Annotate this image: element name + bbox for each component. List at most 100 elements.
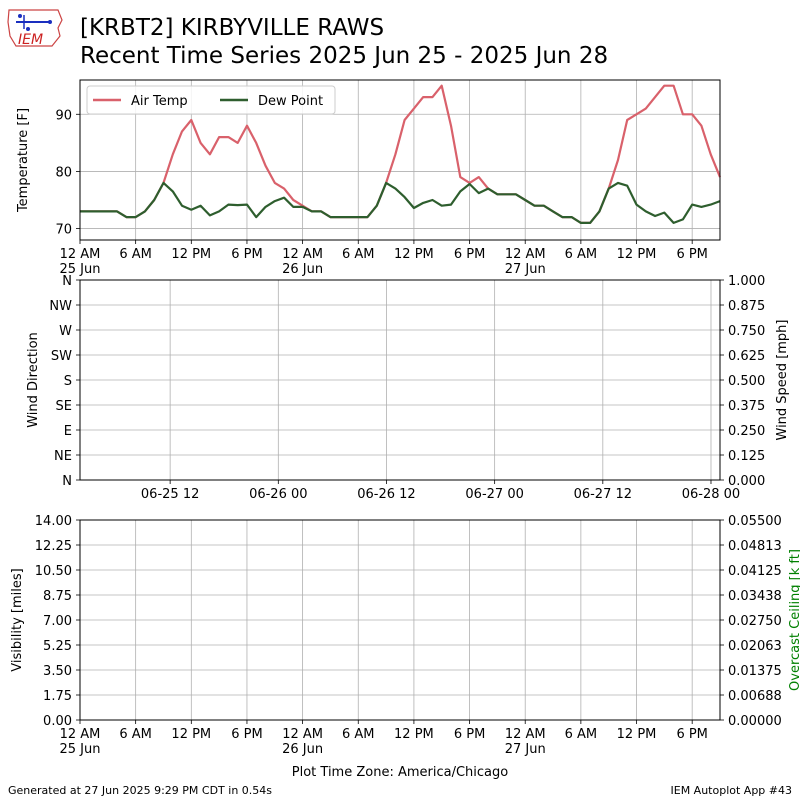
- temp-xtick-label: 12 AM: [282, 247, 323, 262]
- ceiling-ytick-label: 0.00688: [728, 689, 782, 704]
- temp-xtick-label: 12 PM: [617, 247, 657, 262]
- wind-dir-ytick-label: NE: [54, 449, 72, 464]
- temp-ylabel: Temperature [F]: [16, 108, 31, 213]
- wind-speed-ytick-label: 0.875: [728, 299, 765, 314]
- ceiling-ytick-label: 0.00000: [728, 714, 782, 729]
- legend-dew-point-label: Dew Point: [258, 94, 323, 109]
- vis-ytick-label: 7.00: [43, 614, 72, 629]
- wind-xtick-label: 06-27 00: [465, 487, 523, 502]
- legend-air-temp-label: Air Temp: [131, 94, 188, 109]
- wind-speed-ytick-label: 0.750: [728, 324, 765, 339]
- ceiling-ytick-label: 0.01375: [728, 664, 782, 679]
- ceiling-ytick-label: 0.02063: [728, 639, 782, 654]
- vis-xtick-label: 12 AM: [282, 727, 323, 742]
- temp-ytick-label: 90: [55, 108, 72, 123]
- temp-xtick-label: 12 AM: [60, 247, 101, 262]
- wind-dir-ytick-label: SW: [51, 349, 72, 364]
- vis-xtick-sublabel: 25 Jun: [60, 742, 101, 757]
- generated-note: Generated at 27 Jun 2025 9:29 PM CDT in …: [8, 784, 273, 797]
- plot-frame: [79, 79, 721, 241]
- ceiling-ytick-label: 0.05500: [728, 514, 782, 529]
- wind-dir-ytick-label: S: [64, 374, 72, 389]
- wind-dir-ytick-label: NW: [49, 299, 72, 314]
- temp-xtick-label: 12 PM: [171, 247, 211, 262]
- temp-xtick-label: 12 PM: [394, 247, 434, 262]
- x-axis-title: Plot Time Zone: America/Chicago: [292, 765, 508, 780]
- vis-xtick-label: 6 PM: [454, 727, 485, 742]
- vis-ytick-label: 10.50: [35, 564, 72, 579]
- temp-xtick-label: 12 AM: [505, 247, 546, 262]
- ceiling-ytick-label: 0.04125: [728, 564, 782, 579]
- wind-speed-ylabel: Wind Speed [mph]: [775, 320, 790, 441]
- temp-xtick-label: 6 AM: [565, 247, 598, 262]
- chart-legend: Air Temp Dew Point: [86, 85, 336, 115]
- vis-ytick-label: 8.75: [43, 589, 72, 604]
- wind-xtick-label: 06-26 12: [357, 487, 415, 502]
- temp-xtick-label: 6 PM: [676, 247, 707, 262]
- wind-speed-ytick-label: 0.250: [728, 424, 765, 439]
- air-temp-line: [80, 84, 722, 224]
- legend-box: [86, 85, 336, 115]
- iem-logo: IEM: [6, 6, 66, 54]
- vis-xtick-label: 12 AM: [505, 727, 546, 742]
- vis-xtick-label: 6 PM: [676, 727, 707, 742]
- chart-subtitle: Recent Time Series 2025 Jun 25 - 2025 Ju…: [80, 43, 609, 69]
- ceiling-ytick-label: 0.02750: [728, 614, 782, 629]
- temp-ytick-label: 70: [55, 223, 72, 238]
- vis-xtick-label: 6 PM: [231, 727, 262, 742]
- vis-xtick-label: 6 AM: [119, 727, 152, 742]
- vis-ytick-label: 1.75: [43, 689, 72, 704]
- vis-xtick-label: 6 AM: [565, 727, 598, 742]
- vis-xtick-sublabel: 26 Jun: [282, 742, 323, 757]
- vis-xtick-label: 12 PM: [171, 727, 211, 742]
- wind-dir-ytick-label: SE: [56, 399, 72, 414]
- temp-xtick-sublabel: 26 Jun: [282, 262, 323, 277]
- vis-xtick-label: 12 PM: [394, 727, 434, 742]
- wind-speed-ytick-label: 0.375: [728, 399, 765, 414]
- vis-ytick-label: 5.25: [43, 639, 72, 654]
- ceiling-ytick-label: 0.04813: [728, 539, 782, 554]
- temp-ytick-label: 80: [55, 165, 72, 180]
- wind-dir-ytick-label: N: [62, 274, 72, 289]
- temp-xtick-sublabel: 27 Jun: [505, 262, 546, 277]
- plot-frame: [79, 279, 721, 481]
- plot-frame: [79, 519, 721, 721]
- temp-xtick-label: 6 AM: [342, 247, 375, 262]
- vis-xtick-label: 12 AM: [60, 727, 101, 742]
- wind-xtick-label: 06-27 12: [574, 487, 632, 502]
- wind-speed-ytick-label: 0.125: [728, 449, 765, 464]
- logo-text: IEM: [18, 32, 43, 48]
- vis-xtick-sublabel: 27 Jun: [505, 742, 546, 757]
- chart-title: [KRBT2] KIRBYVILLE RAWS: [80, 15, 385, 41]
- wind-dir-ytick-label: W: [59, 324, 72, 339]
- temp-xtick-label: 6 AM: [119, 247, 152, 262]
- wind-dir-ytick-label: N: [62, 474, 72, 489]
- vis-xtick-label: 6 AM: [342, 727, 375, 742]
- vis-ytick-label: 14.00: [35, 514, 72, 529]
- wind-xtick-label: 06-28 00: [682, 487, 740, 502]
- dew-point-line: [80, 181, 721, 224]
- wind-speed-ytick-label: 0.500: [728, 374, 765, 389]
- wind-dir-ytick-label: E: [64, 424, 72, 439]
- temp-xtick-label: 6 PM: [454, 247, 485, 262]
- wind-dir-ylabel: Wind Direction: [26, 332, 41, 428]
- vis-ytick-label: 12.25: [35, 539, 72, 554]
- temp-xtick-label: 6 PM: [231, 247, 262, 262]
- wind-xtick-label: 06-25 12: [141, 487, 199, 502]
- ceiling-ylabel: Overcast Ceiling [k ft]: [788, 549, 800, 691]
- wind-speed-ytick-label: 1.000: [728, 274, 765, 289]
- wind-speed-ytick-label: 0.000: [728, 474, 765, 489]
- wind-panel: 06-25 12 06-26 00 06-26 12 06-27 00 06-27 12…: [26, 274, 790, 502]
- vis-ytick-label: 3.50: [43, 664, 72, 679]
- wind-xtick-label: 06-26 00: [249, 487, 307, 502]
- vis-ytick-label: 0.00: [43, 714, 72, 729]
- wind-speed-ytick-label: 0.625: [728, 349, 765, 364]
- app-note: IEM Autoplot App #43: [670, 784, 793, 797]
- vis-ylabel: Visibility [miles]: [10, 568, 25, 671]
- vis-xtick-label: 12 PM: [617, 727, 657, 742]
- temp-xtick-sublabel: 25 Jun: [60, 262, 101, 277]
- ceiling-ytick-label: 0.03438: [728, 589, 782, 604]
